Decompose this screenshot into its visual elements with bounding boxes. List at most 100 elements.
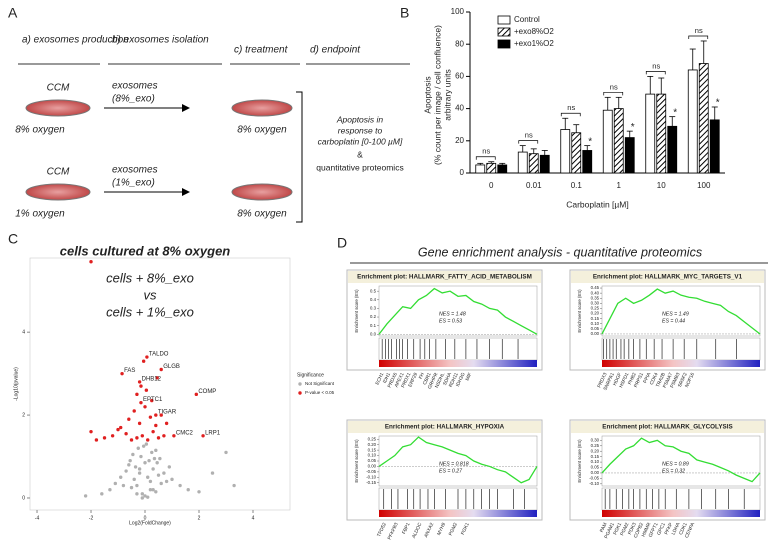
point bbox=[94, 438, 99, 442]
y-tick-label: 0.20 bbox=[368, 442, 377, 447]
bar bbox=[475, 164, 486, 174]
ns-label: ns bbox=[652, 61, 660, 70]
point bbox=[158, 456, 162, 461]
exosomes: exosomes bbox=[112, 165, 158, 176]
x-tick-label: 0.1 bbox=[571, 181, 583, 190]
nes-annotation: NES = 0.818 bbox=[439, 461, 469, 467]
point bbox=[162, 471, 166, 475]
arrow-head bbox=[182, 104, 190, 112]
point bbox=[139, 400, 143, 405]
point-label: CMC2 bbox=[176, 430, 194, 436]
point bbox=[186, 487, 190, 492]
bar bbox=[709, 119, 720, 174]
y-axis-label: -Log10(pvalue) bbox=[13, 367, 19, 401]
legend-swatch bbox=[497, 15, 511, 25]
x-tick-label: 100 bbox=[697, 181, 711, 190]
ns-bracket bbox=[560, 112, 581, 117]
y-tick-label: 0 bbox=[22, 495, 25, 501]
nes-annotation: NES = 1.48 bbox=[439, 311, 466, 317]
gene-label: FH bbox=[418, 371, 426, 380]
point bbox=[224, 450, 228, 455]
point bbox=[127, 463, 131, 467]
bar bbox=[571, 132, 582, 174]
significance-star: * bbox=[588, 136, 592, 147]
panel-d-title: Gene enrichment analysis - quantitative … bbox=[418, 245, 702, 259]
point bbox=[100, 492, 104, 496]
point bbox=[145, 355, 149, 359]
point bbox=[135, 492, 139, 496]
y-tick-label: 0.0 bbox=[370, 331, 377, 336]
enrichment-title: Enrichment plot: HALLMARK_FATTY_ACID_MET… bbox=[357, 274, 532, 281]
y-tick-label: 40 bbox=[455, 104, 464, 113]
point bbox=[89, 429, 93, 434]
y-tick-label: 0.00 bbox=[591, 470, 600, 475]
point bbox=[156, 436, 161, 440]
point bbox=[137, 467, 142, 471]
point bbox=[152, 456, 157, 461]
gene-label: FBP1 bbox=[401, 522, 412, 536]
ns-label: ns bbox=[610, 82, 618, 91]
dish bbox=[231, 183, 293, 201]
significance-star: * bbox=[716, 98, 720, 109]
legend-title: Significance bbox=[297, 372, 324, 378]
point bbox=[120, 371, 124, 376]
y-tick-label: -0.10 bbox=[589, 481, 599, 486]
gene-label: PAM bbox=[599, 522, 609, 534]
point bbox=[83, 494, 88, 498]
gene-label: MIF bbox=[464, 372, 473, 382]
plot-area bbox=[29, 257, 291, 511]
x-tick-label: 10 bbox=[657, 181, 666, 190]
ns-bracket bbox=[688, 35, 709, 39]
point bbox=[132, 409, 136, 413]
point bbox=[137, 421, 142, 426]
y-axis-label: arbitrary units bbox=[442, 69, 452, 121]
gene-label: PFKFB3 bbox=[387, 522, 400, 541]
es-curve bbox=[601, 288, 761, 335]
title-band bbox=[348, 271, 541, 283]
point bbox=[110, 434, 115, 438]
point bbox=[159, 413, 163, 417]
x-tick-label: 0.01 bbox=[526, 181, 542, 190]
gene-label: GPC1 bbox=[656, 522, 667, 537]
point bbox=[154, 448, 158, 453]
bar bbox=[486, 162, 497, 174]
endpoint: Apoptosis in bbox=[336, 114, 384, 124]
bar bbox=[497, 164, 508, 174]
point bbox=[140, 492, 145, 496]
x-tick-label: 0 bbox=[144, 515, 147, 521]
dish bbox=[25, 99, 91, 117]
point bbox=[141, 359, 146, 363]
bar bbox=[613, 108, 624, 174]
gene-label: PHB2 bbox=[627, 372, 638, 386]
y-axis-label: Enrichment score (ES) bbox=[354, 439, 359, 483]
point bbox=[150, 450, 154, 455]
y-tick-label: 4 bbox=[22, 330, 25, 336]
oxygen: 8% oxygen bbox=[237, 125, 287, 136]
point bbox=[131, 452, 135, 457]
gene-label: IDH3G bbox=[455, 372, 467, 388]
gene-label: CDK4 bbox=[649, 372, 660, 386]
point-label: COMP bbox=[198, 389, 216, 395]
nes-annotation: ES = 0.27 bbox=[439, 468, 463, 474]
point bbox=[147, 458, 151, 463]
legend-label: Not Significant bbox=[305, 381, 335, 386]
bar bbox=[560, 129, 571, 174]
point bbox=[146, 438, 150, 442]
point bbox=[135, 392, 139, 397]
y-tick-label: 60 bbox=[455, 72, 464, 81]
panel-label: A bbox=[8, 5, 18, 21]
y-tick-label: 0.5 bbox=[370, 288, 377, 293]
nes-annotation: NES = 0.89 bbox=[662, 461, 689, 467]
point bbox=[210, 471, 215, 475]
plot-area bbox=[378, 435, 538, 487]
point bbox=[201, 434, 205, 438]
point bbox=[155, 461, 159, 465]
point bbox=[137, 471, 142, 475]
point-label: GLGB bbox=[163, 364, 180, 370]
bar bbox=[582, 150, 593, 174]
point bbox=[135, 483, 139, 488]
point bbox=[108, 487, 112, 492]
ns-label: ns bbox=[482, 147, 490, 156]
x-tick-label: 0 bbox=[489, 181, 494, 190]
point bbox=[143, 494, 147, 498]
